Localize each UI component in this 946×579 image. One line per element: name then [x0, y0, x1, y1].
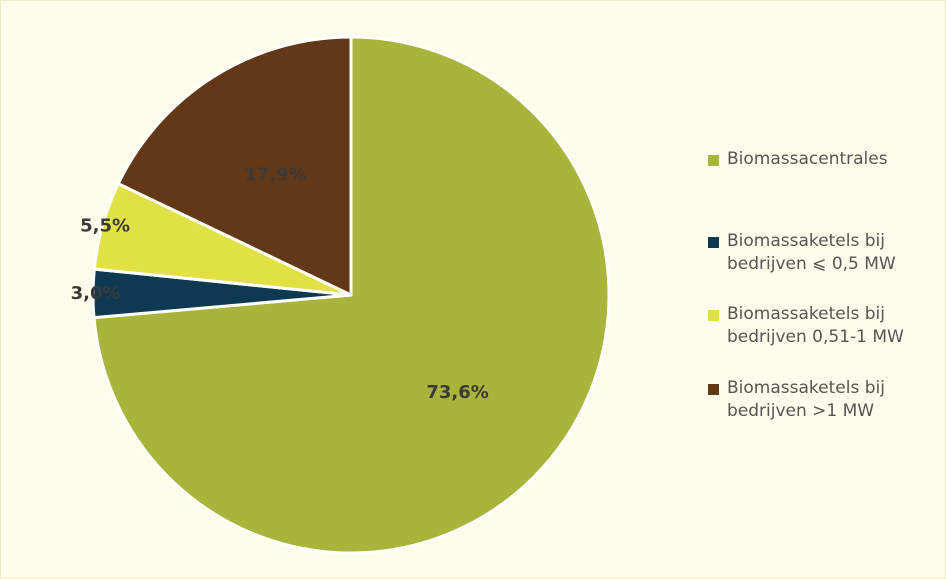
legend-item-biomassacentrales: Biomassacentrales: [708, 148, 888, 171]
legend-swatch-ketels-0-5mw: [708, 237, 719, 248]
legend-label-ketels-0-51-1mw: Biomassaketels bij bedrijven 0,51-1 MW: [727, 304, 904, 347]
slice-label-biomassacentrales: 73,6%: [426, 382, 488, 403]
legend-swatch-ketels-0-51-1mw: [708, 310, 719, 321]
slice-label-ketels-0-51-1mw: 5,5%: [80, 216, 130, 237]
legend-item-ketels-0-51-1mw: Biomassaketels bij bedrijven 0,51-1 MW: [708, 303, 904, 349]
slice-label-ketels-0-5mw: 3,0%: [71, 283, 121, 304]
slice-label-ketels-1mw: 17,9%: [244, 164, 306, 185]
legend-swatch-biomassacentrales: [708, 155, 719, 166]
slice-ketels-1mw: [116, 35, 353, 297]
legend-label-ketels-0-5mw: Biomassaketels bij bedrijven ⩽ 0,5 MW: [727, 231, 896, 274]
legend-item-ketels-0-5mw: Biomassaketels bij bedrijven ⩽ 0,5 MW: [708, 230, 896, 276]
legend-swatch-ketels-1mw: [708, 384, 719, 395]
legend-label-ketels-1mw: Biomassaketels bij bedrijven >1 MW: [727, 378, 885, 421]
legend-label-biomassacentrales: Biomassacentrales: [727, 149, 888, 169]
legend-item-ketels-1mw: Biomassaketels bij bedrijven >1 MW: [708, 377, 885, 423]
